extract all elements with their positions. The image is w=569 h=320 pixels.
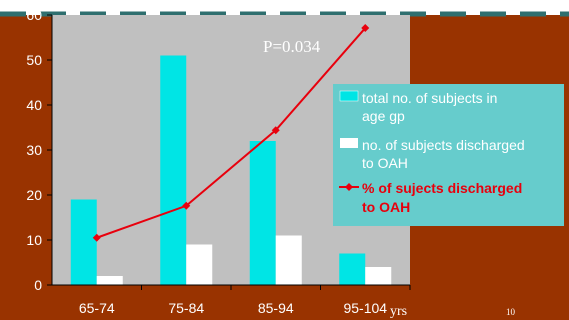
y-tick-label: 60 bbox=[26, 7, 42, 23]
legend-box bbox=[333, 84, 564, 226]
y-tick-label: 0 bbox=[34, 277, 42, 293]
legend-swatch-total bbox=[339, 90, 359, 102]
bar-total-subjects bbox=[160, 55, 187, 285]
percent-point bbox=[182, 201, 191, 210]
legend-swatch-discharged bbox=[340, 138, 358, 148]
x-unit-label: yrs bbox=[390, 304, 407, 319]
legend-label-percent-1: % of sujects discharged bbox=[362, 180, 522, 196]
x-tick-label: 85-94 bbox=[258, 300, 294, 316]
p-value-annotation: P=0.034 bbox=[263, 37, 321, 56]
bar-discharged-subjects bbox=[365, 267, 392, 285]
legend-label-discharged-1: no. of subjects discharged bbox=[362, 137, 525, 153]
y-ticks: 0 10 20 30 40 50 60 bbox=[26, 7, 52, 293]
legend-label-percent-2: to OAH bbox=[362, 199, 410, 215]
percent-point bbox=[361, 24, 370, 33]
bar-total-subjects bbox=[339, 253, 366, 285]
x-tick-label: 95-104 bbox=[343, 300, 387, 316]
y-tick-label: 30 bbox=[26, 142, 42, 158]
x-tick-label: 75-84 bbox=[168, 300, 204, 316]
slide-number: 10 bbox=[506, 307, 516, 317]
x-tick-label: 65-74 bbox=[79, 300, 115, 316]
legend-diamond-marker bbox=[345, 183, 353, 191]
bars bbox=[70, 55, 392, 285]
legend-label-total-1: total no. of subjects in bbox=[362, 90, 497, 106]
legend-label-discharged-2: to OAH bbox=[362, 155, 408, 171]
bar-discharged-subjects bbox=[96, 276, 123, 285]
percent-point bbox=[92, 233, 101, 242]
x-ticks: 65-74 75-84 85-94 95-104 bbox=[79, 285, 411, 316]
percent-line-series bbox=[92, 24, 370, 242]
y-tick-label: 50 bbox=[26, 52, 42, 68]
y-tick-label: 10 bbox=[26, 232, 42, 248]
bar-total-subjects bbox=[249, 141, 276, 285]
bar-discharged-subjects bbox=[186, 244, 213, 285]
bar-discharged-subjects bbox=[275, 235, 302, 285]
y-tick-label: 20 bbox=[26, 187, 42, 203]
bar-total-subjects bbox=[70, 199, 97, 285]
percent-line bbox=[96, 27, 367, 239]
percent-point bbox=[271, 126, 280, 135]
legend: total no. of subjects in age gp no. of s… bbox=[333, 84, 564, 226]
y-tick-label: 40 bbox=[26, 97, 42, 113]
legend-label-total-2: age gp bbox=[362, 108, 405, 124]
top-white-band bbox=[0, 0, 569, 15]
